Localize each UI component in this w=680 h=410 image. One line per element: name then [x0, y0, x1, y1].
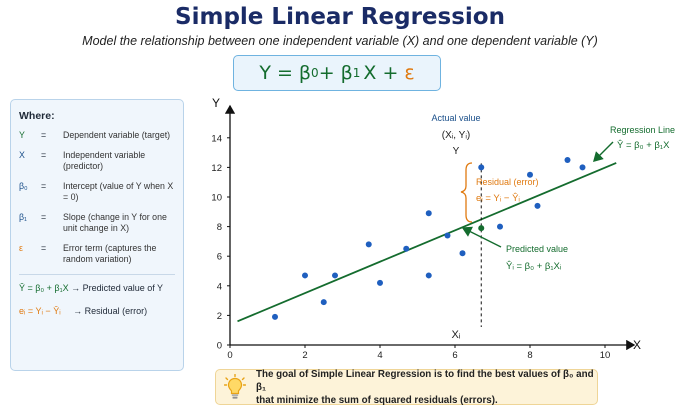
actual-value-coord: (Xᵢ, Yᵢ) — [442, 130, 471, 141]
definitions-divider — [19, 274, 175, 275]
data-point — [302, 272, 308, 279]
regression-line-formula: Ŷ = β₀ + β₁X — [617, 140, 670, 151]
definition-text: Independent variable (predictor) — [63, 150, 146, 171]
y-tick-label: 2 — [217, 311, 222, 322]
actual-y-label: Y — [453, 146, 460, 157]
data-point — [564, 157, 571, 163]
y-axis-label: Y — [212, 96, 220, 110]
data-point — [527, 171, 533, 178]
residual-formula: eᵢ = Yᵢ − Ŷᵢ — [19, 306, 61, 316]
definition-equals: = — [41, 181, 47, 191]
x-tick-label: 6 — [452, 350, 457, 361]
definition-equals: = — [41, 212, 47, 222]
actual-value-label: Actual value — [431, 113, 480, 123]
predicted-formula-row: Ŷ = β₀ + β₁X → Predicted value of Y — [19, 283, 175, 293]
y-tick-label: 8 — [217, 222, 222, 233]
definition-equals: = — [41, 150, 47, 160]
definition-text: Dependent variable (target) — [63, 130, 171, 140]
y-tick-label: 0 — [217, 341, 222, 352]
definition-equals: = — [41, 130, 47, 140]
x-tick-label: 2 — [302, 350, 307, 361]
data-point — [444, 232, 451, 239]
definition-row: ε = Error term (captures the random vari… — [19, 243, 175, 265]
definition-symbol: X — [19, 150, 25, 160]
predicted-formula: Ŷ = β₀ + β₁X — [19, 283, 69, 293]
data-point — [579, 164, 586, 171]
predicted-arrow — [461, 226, 502, 248]
data-point — [403, 245, 410, 252]
goal-note: The goal of Simple Linear Regression is … — [215, 368, 598, 406]
data-point — [272, 313, 278, 320]
definition-row: β₀ = Intercept (value of Y when X = 0) — [19, 181, 175, 203]
data-point — [320, 299, 327, 306]
definition-text: Error term (captures the random variatio… — [63, 243, 157, 264]
predicted-point — [478, 225, 485, 232]
definition-row: β₁ = Slope (change in Y for one unit cha… — [19, 212, 175, 234]
data-point — [478, 164, 485, 171]
residual-brace — [460, 162, 473, 223]
y-tick-label: 14 — [211, 133, 222, 144]
equation-epsilon: ε — [404, 62, 415, 84]
y-tick-label: 10 — [211, 193, 222, 204]
lightbulb-icon — [224, 374, 246, 399]
x-tick-label: 8 — [527, 350, 532, 361]
residual-formula-row: eᵢ = Yᵢ − Ŷᵢ → Residual (error) — [19, 306, 175, 316]
x-axis-label: X — [633, 338, 641, 352]
page-subtitle: Model the relationship between one indep… — [82, 34, 598, 48]
equation-b0-sub: 0 — [311, 66, 319, 80]
residual-formula-label: eᵢ = Yᵢ − Ŷᵢ — [476, 193, 520, 204]
y-tick-label: 4 — [217, 281, 222, 292]
predicted-title: Predicted value — [506, 244, 568, 254]
definition-row: Y = Dependent variable (target) — [19, 130, 175, 141]
equation-b1-sub: 1 — [352, 66, 361, 80]
equation-lhs: Y = β — [259, 62, 312, 84]
regression-line — [237, 162, 617, 323]
data-point — [377, 279, 383, 286]
page-title: Simple Linear Regression — [175, 4, 505, 30]
residual-formula-desc: → Residual (error) — [73, 306, 148, 316]
definition-symbol: β₀ — [19, 181, 28, 191]
definitions-panel: Where: Y = Dependent variable (target) X… — [10, 99, 184, 371]
data-point — [365, 241, 372, 248]
definition-symbol: β₁ — [19, 212, 28, 222]
predicted-formula-label: Ŷᵢ = β₀ + β₁Xᵢ — [506, 261, 562, 272]
definition-row: X = Independent variable (predictor) — [19, 150, 175, 172]
y-tick-label: 12 — [211, 163, 222, 174]
definitions-heading: Where: — [19, 110, 55, 122]
equation-mid: + β — [318, 62, 353, 84]
definition-text: Intercept (value of Y when X = 0) — [63, 181, 174, 202]
regression-line-arrow — [593, 141, 614, 162]
data-point — [425, 210, 432, 217]
data-point — [459, 250, 466, 257]
x-tick-label: 10 — [600, 350, 611, 361]
equation-rhs: X + — [363, 62, 399, 84]
data-point — [497, 223, 503, 230]
definition-equals: = — [41, 243, 47, 253]
definition-symbol: ε — [19, 243, 23, 253]
data-point — [332, 272, 338, 279]
definition-symbol: Y — [19, 130, 25, 140]
x-tick-label: 0 — [227, 350, 232, 361]
definition-text: Slope (change in Y for one unit change i… — [63, 212, 167, 233]
xi-label: Xᵢ — [451, 329, 460, 341]
x-tick-label: 4 — [377, 350, 382, 361]
goal-note-line-1: The goal of Simple Linear Regression is … — [256, 368, 594, 393]
goal-note-line-2: that minimize the sum of squared residua… — [256, 394, 498, 406]
predicted-formula-desc: → Predicted value of Y — [71, 283, 164, 293]
regression-line-title: Regression Line — [610, 125, 675, 135]
y-tick-label: 6 — [217, 252, 222, 263]
data-point — [534, 202, 541, 209]
data-point — [425, 272, 432, 279]
residual-title: Residual (error) — [476, 177, 539, 187]
